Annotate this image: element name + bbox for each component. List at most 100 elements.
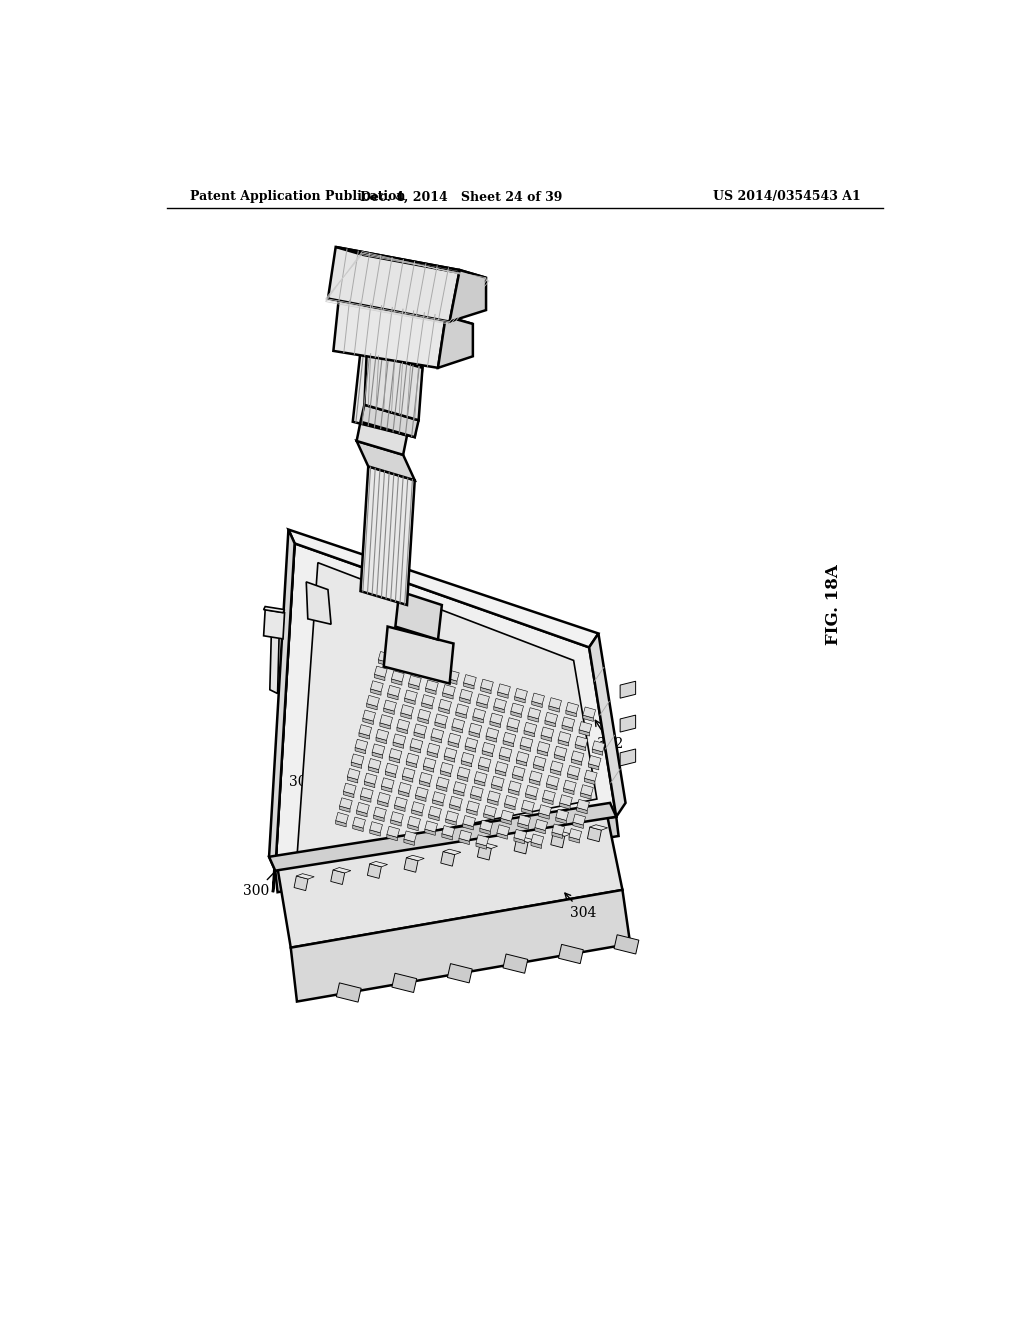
Polygon shape xyxy=(552,824,564,836)
Polygon shape xyxy=(444,756,455,762)
Polygon shape xyxy=(435,722,445,729)
Polygon shape xyxy=(515,689,527,700)
Polygon shape xyxy=(442,693,453,700)
Polygon shape xyxy=(352,817,366,828)
Polygon shape xyxy=(547,784,557,789)
Polygon shape xyxy=(429,814,439,821)
Polygon shape xyxy=(529,779,540,785)
Polygon shape xyxy=(521,800,535,812)
Polygon shape xyxy=(543,791,555,801)
Polygon shape xyxy=(592,741,605,752)
Polygon shape xyxy=(362,710,376,721)
Polygon shape xyxy=(426,680,438,692)
Polygon shape xyxy=(516,837,535,842)
Polygon shape xyxy=(541,727,554,738)
Polygon shape xyxy=(563,780,577,791)
Polygon shape xyxy=(270,632,280,693)
Polygon shape xyxy=(352,351,423,437)
Polygon shape xyxy=(459,830,472,841)
Polygon shape xyxy=(442,685,456,696)
Polygon shape xyxy=(444,747,457,759)
Polygon shape xyxy=(367,696,379,706)
Polygon shape xyxy=(497,825,510,836)
Text: 306: 306 xyxy=(289,759,315,789)
Polygon shape xyxy=(384,708,394,714)
Polygon shape xyxy=(360,466,415,605)
Polygon shape xyxy=(394,805,406,812)
Polygon shape xyxy=(480,680,494,690)
Polygon shape xyxy=(402,768,415,779)
Polygon shape xyxy=(551,833,564,847)
Polygon shape xyxy=(389,748,401,759)
Polygon shape xyxy=(486,737,497,742)
Polygon shape xyxy=(505,804,515,810)
Polygon shape xyxy=(478,756,490,768)
Polygon shape xyxy=(516,760,526,766)
Polygon shape xyxy=(507,718,519,729)
Polygon shape xyxy=(398,783,412,793)
Polygon shape xyxy=(449,742,459,747)
Polygon shape xyxy=(569,829,582,840)
Polygon shape xyxy=(398,791,409,797)
Polygon shape xyxy=(414,723,427,735)
Polygon shape xyxy=(507,726,517,733)
Polygon shape xyxy=(400,705,414,715)
Polygon shape xyxy=(520,737,532,748)
Polygon shape xyxy=(535,828,546,834)
Polygon shape xyxy=(500,755,510,762)
Polygon shape xyxy=(384,700,396,711)
Polygon shape xyxy=(352,825,364,832)
Polygon shape xyxy=(431,737,441,743)
Polygon shape xyxy=(535,820,548,830)
Polygon shape xyxy=(571,751,584,762)
Polygon shape xyxy=(423,758,436,768)
Polygon shape xyxy=(336,247,486,277)
Polygon shape xyxy=(374,816,384,821)
Polygon shape xyxy=(545,721,555,727)
Polygon shape xyxy=(505,796,517,807)
Polygon shape xyxy=(431,729,443,739)
Polygon shape xyxy=(552,832,562,838)
Polygon shape xyxy=(359,725,372,735)
Polygon shape xyxy=(395,656,409,667)
Polygon shape xyxy=(369,759,381,770)
Polygon shape xyxy=(269,529,295,871)
Polygon shape xyxy=(442,834,453,840)
Polygon shape xyxy=(585,779,595,784)
Polygon shape xyxy=(583,715,593,722)
Polygon shape xyxy=(355,747,366,754)
Polygon shape xyxy=(492,776,504,787)
Polygon shape xyxy=(575,744,586,751)
Polygon shape xyxy=(487,791,501,803)
Polygon shape xyxy=(445,810,459,822)
Polygon shape xyxy=(474,772,487,783)
Polygon shape xyxy=(391,820,401,826)
Polygon shape xyxy=(503,741,514,747)
Polygon shape xyxy=(538,750,548,756)
Polygon shape xyxy=(378,792,390,804)
Polygon shape xyxy=(369,767,379,774)
Polygon shape xyxy=(334,298,445,368)
Polygon shape xyxy=(333,867,351,873)
Polygon shape xyxy=(553,830,571,837)
Polygon shape xyxy=(425,829,435,836)
Polygon shape xyxy=(514,838,524,843)
Polygon shape xyxy=(531,834,544,845)
Polygon shape xyxy=(562,717,574,729)
Polygon shape xyxy=(509,781,521,792)
Polygon shape xyxy=(450,796,462,808)
Polygon shape xyxy=(355,739,368,750)
Polygon shape xyxy=(356,441,415,480)
Polygon shape xyxy=(525,793,536,800)
Polygon shape xyxy=(297,562,597,858)
Polygon shape xyxy=(362,718,374,725)
Polygon shape xyxy=(477,845,492,861)
Polygon shape xyxy=(461,752,474,763)
Polygon shape xyxy=(395,591,442,640)
Polygon shape xyxy=(456,711,466,718)
Polygon shape xyxy=(581,793,591,799)
Polygon shape xyxy=(389,756,399,763)
Polygon shape xyxy=(486,727,499,739)
Polygon shape xyxy=(554,746,567,758)
Polygon shape xyxy=(539,805,552,816)
